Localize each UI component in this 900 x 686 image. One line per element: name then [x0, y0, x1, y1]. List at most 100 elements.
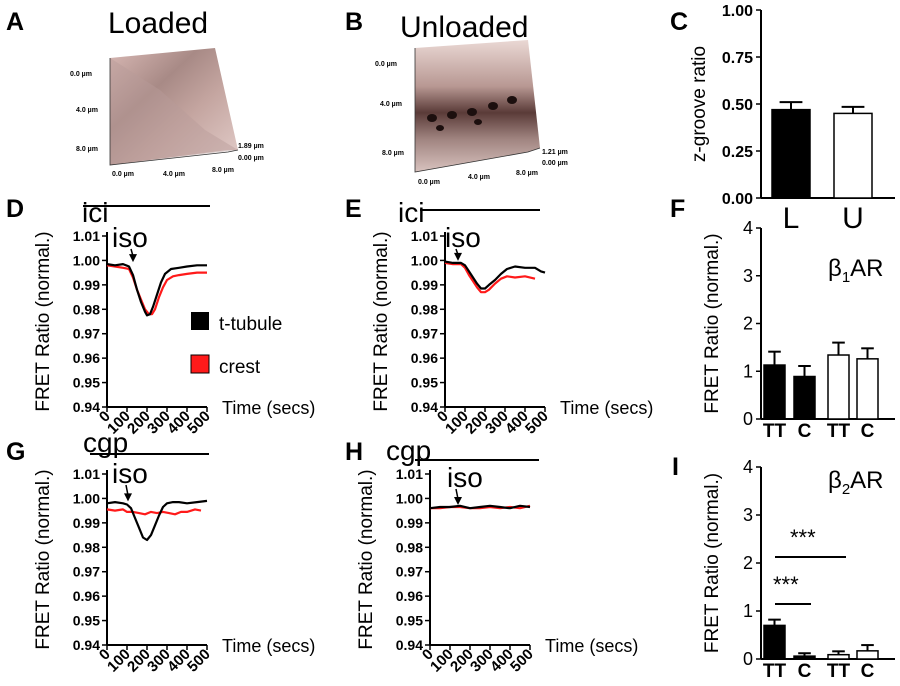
y-tick-label: 0.96 [411, 350, 438, 366]
y-tick-label: 0.75 [722, 50, 753, 67]
panel-label-d: D [6, 195, 24, 223]
bar [833, 112, 873, 199]
y-tick-label: 3 [743, 505, 753, 525]
y-tick-label: 0.98 [396, 539, 423, 555]
y-tick-label: 0.50 [722, 97, 753, 114]
x-tick-label: 500 [507, 646, 537, 676]
y-tick-label: 0.94 [73, 637, 100, 653]
y-tick-label: 0.94 [396, 637, 423, 653]
afm-unloaded-axis-label: 4.0 µm [468, 174, 490, 181]
y-tick-label: 0.00 [722, 191, 753, 208]
y-tick-label: 0.94 [411, 399, 438, 415]
y-tick-label: 0.97 [73, 564, 100, 580]
series-ttubule-line [429, 504, 531, 510]
treatment-label: cgp [83, 427, 128, 458]
y-axis-label: FRET Ratio (normal.) [356, 469, 377, 649]
afm-unloaded-axis-label: 8.0 µm [382, 150, 404, 157]
y-tick-label: 1.00 [722, 3, 753, 20]
y-tick-label: 0.95 [73, 375, 100, 391]
y-tick-label: 1.00 [411, 252, 438, 268]
x-tick-label: 500 [522, 408, 552, 438]
y-tick-label: 1.00 [73, 252, 100, 268]
afm-loaded-axis-label: 0.0 µm [70, 71, 92, 78]
y-tick-label: 0.96 [73, 588, 100, 604]
y-tick-label: 0.95 [73, 613, 100, 629]
y-tick-label: 1.00 [396, 490, 423, 506]
x-tick-label: C [861, 421, 875, 442]
panel-label-i: I [672, 453, 679, 481]
series-ttubule-line [444, 260, 546, 290]
y-tick-label: 0.99 [73, 515, 100, 531]
series-crest-line [444, 261, 536, 294]
chart-z-groove: 0.00 0.25 0.50 0.75 1.00 z-groove ratio L U [689, 3, 895, 235]
stimulus-arrowhead [454, 496, 462, 505]
y-tick-label: 2 [743, 553, 753, 573]
x-tick-label: TT [827, 661, 851, 682]
y-axis-label: z-groove ratio [689, 46, 710, 162]
afm-unloaded-axis-label: 0.0 µm [418, 179, 440, 186]
y-tick-label: 0.95 [396, 613, 423, 629]
y-tick-label: 0.98 [73, 301, 100, 317]
chart-cgp-loaded: 0.940.950.960.970.980.991.001.0101002003… [33, 427, 315, 676]
y-axis-label: FRET Ratio (normal.) [702, 233, 723, 413]
afm-loaded-axis-label: 4.0 µm [76, 107, 98, 114]
y-tick-label: 0.94 [73, 399, 100, 415]
stimulus-label: iso [447, 462, 483, 493]
y-tick-label: 4 [743, 457, 753, 477]
y-tick-label: 1 [743, 601, 753, 621]
afm-loaded-axis-label: 1.89 µm [238, 143, 264, 150]
afm-unloaded-axis-label: 4.0 µm [380, 101, 402, 108]
significance-label: *** [773, 572, 799, 597]
y-tick-label: 1.01 [73, 228, 100, 244]
legend-swatch-ttubule [191, 312, 209, 330]
panel-label-g: G [6, 438, 25, 466]
y-axis-label: FRET Ratio (normal.) [702, 473, 723, 653]
treatment-label: ici [82, 197, 108, 228]
series-ttubule-line [106, 263, 207, 317]
panel-label-e: E [345, 195, 362, 223]
chart-ici-unloaded: 0.940.950.960.970.980.991.001.0101002003… [371, 197, 653, 438]
panel-label-b: B [345, 8, 363, 36]
stimulus-label: iso [112, 222, 148, 253]
afm-loaded-axis-label: 8.0 µm [212, 167, 234, 174]
legend-swatch-crest [190, 354, 210, 374]
stimulus-label: iso [112, 458, 148, 489]
bar [771, 108, 811, 199]
x-axis-label: Time (secs) [545, 636, 638, 656]
legend: t-tubule crest [190, 312, 282, 378]
bar [793, 375, 816, 420]
x-tick-label: C [861, 661, 875, 682]
x-tick-label: TT [763, 421, 787, 442]
panel-label-f: F [670, 195, 685, 223]
y-tick-label: 0 [743, 409, 753, 429]
x-axis-label: Time (secs) [560, 398, 653, 418]
x-tick-label: 500 [184, 646, 214, 676]
y-tick-label: 0.98 [73, 539, 100, 555]
receptor-annotation: β2AR [828, 467, 884, 498]
bar [763, 364, 786, 420]
afm-unloaded-axis-label: 0.0 µm [375, 61, 397, 68]
panel-label-h: H [345, 438, 363, 466]
bar [827, 354, 850, 420]
bar [793, 655, 816, 660]
y-tick-label: 0.99 [73, 277, 100, 293]
y-axis-label: FRET Ratio (normal.) [371, 231, 392, 411]
x-axis-label: Time (secs) [222, 398, 315, 418]
y-axis-label: FRET Ratio (normal.) [33, 469, 54, 649]
x-axis-label: Time (secs) [222, 636, 315, 656]
y-tick-label: 0.97 [396, 564, 423, 580]
afm-unloaded-title: Unloaded [400, 11, 528, 44]
y-tick-label: 0.97 [73, 326, 100, 342]
x-tick-label: C [798, 421, 812, 442]
y-tick-label: 1.00 [73, 490, 100, 506]
y-tick-label: 1 [743, 361, 753, 381]
afm-loaded-surface [109, 48, 239, 166]
panel-label-a: A [6, 8, 24, 36]
afm-loaded-axis-label: 0.0 µm [112, 171, 134, 178]
afm-unloaded-axis-label: 1.21 µm [542, 149, 568, 156]
y-axis-label: FRET Ratio (normal.) [33, 231, 54, 411]
bar [856, 358, 879, 420]
y-tick-label: 0.25 [722, 144, 753, 161]
afm-unloaded-axis-label: 0.00 µm [542, 160, 568, 167]
